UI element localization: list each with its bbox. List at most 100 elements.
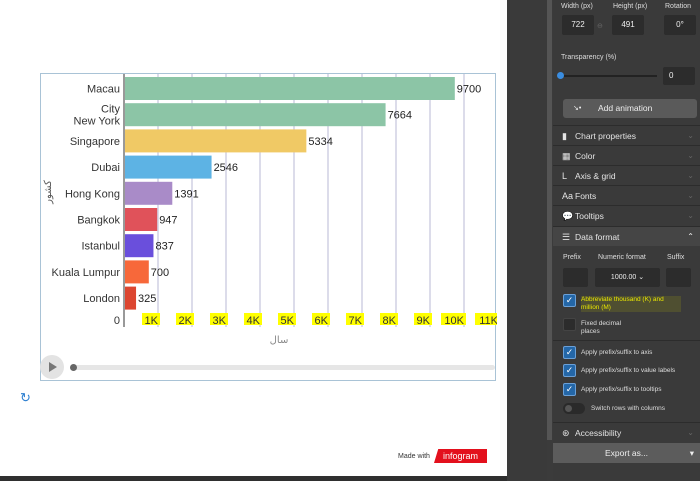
properties-panel: Width (px) Height (px) Rotation 722 ⊖ 49… bbox=[553, 0, 700, 481]
apply-tooltips-label: Apply prefix/suffix to tooltips bbox=[581, 386, 662, 393]
link-icon[interactable]: ⊖ bbox=[597, 23, 603, 30]
category-label: Macau bbox=[87, 84, 120, 96]
made-with-text: Made with bbox=[398, 453, 430, 460]
bar-hong-kong bbox=[125, 181, 173, 205]
numeric-format-select[interactable]: 1000.00 ⌄ bbox=[595, 268, 660, 287]
section-tooltips[interactable]: 💬 Tooltips ⌄ bbox=[553, 205, 700, 225]
x-tick-label: 9K bbox=[417, 315, 431, 327]
chart-frame[interactable]: 0 1K 2K 3K 4K 5K 6K 7K 8K 9K 10K 11K 9700 Macau 7664 Ci… bbox=[40, 73, 497, 381]
value-label: 1391 bbox=[174, 188, 198, 200]
bar-kuala-lumpur bbox=[125, 260, 149, 284]
numeric-format-label: Numeric format bbox=[598, 254, 646, 261]
value-label: 2546 bbox=[214, 162, 238, 174]
section-label: Color bbox=[575, 151, 596, 161]
chevron-up-icon: ⌃ bbox=[687, 232, 694, 241]
transparency-input[interactable]: 0 bbox=[663, 67, 695, 85]
accessibility-icon: ⊛ bbox=[562, 428, 570, 438]
tick-highlight bbox=[176, 313, 194, 325]
canvas: 0 1K 2K 3K 4K 5K 6K 7K 8K 9K 10K 11K 9700 Macau 7664 Ci… bbox=[0, 0, 507, 476]
tick-highlight bbox=[312, 313, 330, 325]
category-label: Dubai bbox=[91, 162, 120, 174]
infogram-logo[interactable]: infogram bbox=[434, 449, 487, 463]
width-label: Width (px) bbox=[561, 3, 593, 10]
tick-highlight bbox=[278, 313, 296, 325]
add-animation-button[interactable]: ↘• Add animation bbox=[563, 99, 697, 118]
x-tick-label: 10K bbox=[444, 315, 464, 327]
speech-bubble-icon: 💬 bbox=[562, 211, 574, 221]
chevron-down-icon: ⌄ bbox=[687, 428, 694, 437]
suffix-label: Suffix bbox=[667, 254, 685, 261]
transparency-label: Transparency (%) bbox=[561, 54, 617, 61]
divider bbox=[553, 340, 700, 341]
abbreviate-label: Abbreviate thousand (K) and million (M) bbox=[581, 296, 681, 312]
play-button[interactable] bbox=[40, 355, 64, 379]
bar-chart: 0 1K 2K 3K 4K 5K 6K 7K 8K 9K 10K 11K 9700 Macau 7664 Ci… bbox=[43, 74, 497, 346]
apply-labels-checkbox[interactable]: ✓ bbox=[563, 364, 576, 377]
transparency-slider[interactable] bbox=[561, 75, 657, 77]
section-label: Axis & grid bbox=[575, 171, 616, 181]
category-label: Singapore bbox=[70, 136, 120, 148]
section-chart-properties[interactable]: ▮ Chart properties ⌄ bbox=[553, 125, 700, 145]
category-label: Hong Kong bbox=[65, 188, 120, 200]
timeline-handle[interactable] bbox=[70, 364, 77, 371]
x-tick-label: 5K bbox=[281, 315, 295, 327]
fixed-decimal-label: Fixed decimal places bbox=[581, 320, 622, 335]
y-axis-title: کشور bbox=[43, 180, 54, 205]
tick-highlight bbox=[380, 313, 398, 325]
export-button[interactable]: Export as... ▾ bbox=[553, 443, 700, 463]
bottom-strip bbox=[0, 476, 507, 481]
section-label: Tooltips bbox=[575, 211, 604, 221]
category-label: New York bbox=[74, 116, 121, 128]
x-tick-label: 11K bbox=[479, 315, 497, 327]
bar-bangkok bbox=[125, 208, 158, 231]
section-label: Fonts bbox=[575, 191, 597, 201]
apply-axis-checkbox[interactable]: ✓ bbox=[563, 346, 576, 359]
x-tick-label: 7K bbox=[349, 315, 363, 327]
bar-city-new-york bbox=[125, 103, 386, 127]
category-label: City bbox=[101, 104, 120, 116]
abbreviate-checkbox[interactable]: ✓ bbox=[563, 294, 576, 307]
switch-label: Switch rows with columns bbox=[591, 405, 666, 412]
width-input[interactable]: 722 bbox=[562, 15, 594, 35]
apply-labels-label: Apply prefix/suffix to value labels bbox=[581, 367, 676, 374]
section-label: Data format bbox=[575, 232, 620, 242]
section-label: Chart properties bbox=[575, 131, 636, 141]
chevron-down-icon: ⌄ bbox=[638, 274, 645, 281]
category-label: Istanbul bbox=[81, 241, 120, 253]
bar-istanbul bbox=[125, 234, 154, 258]
value-label: 9700 bbox=[457, 84, 481, 96]
category-label: Kuala Lumpur bbox=[52, 267, 121, 279]
transparency-handle[interactable] bbox=[557, 72, 564, 79]
section-accessibility[interactable]: ⊛ Accessibility ⌄ bbox=[553, 422, 700, 442]
fixed-decimal-checkbox[interactable] bbox=[563, 318, 576, 331]
font-icon: Aa bbox=[562, 191, 574, 201]
refresh-icon[interactable]: ↻ bbox=[20, 390, 31, 405]
caret-down-icon: ▾ bbox=[689, 448, 694, 458]
tick-highlight bbox=[244, 313, 262, 325]
apply-tooltips-checkbox[interactable]: ✓ bbox=[563, 383, 576, 396]
section-fonts[interactable]: Aa Fonts ⌄ bbox=[553, 185, 700, 205]
numeric-format-value: 1000.00 bbox=[610, 274, 637, 281]
add-animation-label: Add animation bbox=[598, 103, 653, 113]
rotation-input[interactable]: 0° bbox=[664, 15, 696, 35]
timeline-slider[interactable] bbox=[72, 365, 495, 370]
x-tick-label: 1K bbox=[145, 315, 159, 327]
height-input[interactable]: 491 bbox=[612, 15, 644, 35]
x-tick-label: 3K bbox=[213, 315, 227, 327]
bar-singapore bbox=[125, 129, 307, 153]
apply-axis-label: Apply prefix/suffix to axis bbox=[581, 349, 653, 356]
x-axis-title: سال bbox=[270, 335, 289, 346]
suffix-input[interactable] bbox=[666, 268, 691, 287]
section-color[interactable]: ▦ Color ⌄ bbox=[553, 145, 700, 165]
bar-london bbox=[125, 286, 137, 310]
section-data-format[interactable]: ☰ Data format ⌃ bbox=[553, 226, 700, 246]
prefix-input[interactable] bbox=[563, 268, 588, 287]
section-axis-grid[interactable]: L Axis & grid ⌄ bbox=[553, 165, 700, 185]
value-label: 947 bbox=[159, 215, 177, 227]
chevron-down-icon: ⌄ bbox=[687, 191, 694, 200]
switch-toggle[interactable] bbox=[563, 403, 585, 414]
tick-highlight bbox=[441, 313, 466, 325]
scrollbar[interactable] bbox=[547, 0, 552, 440]
chevron-down-icon: ⌄ bbox=[687, 131, 694, 140]
chevron-down-icon: ⌄ bbox=[687, 211, 694, 220]
